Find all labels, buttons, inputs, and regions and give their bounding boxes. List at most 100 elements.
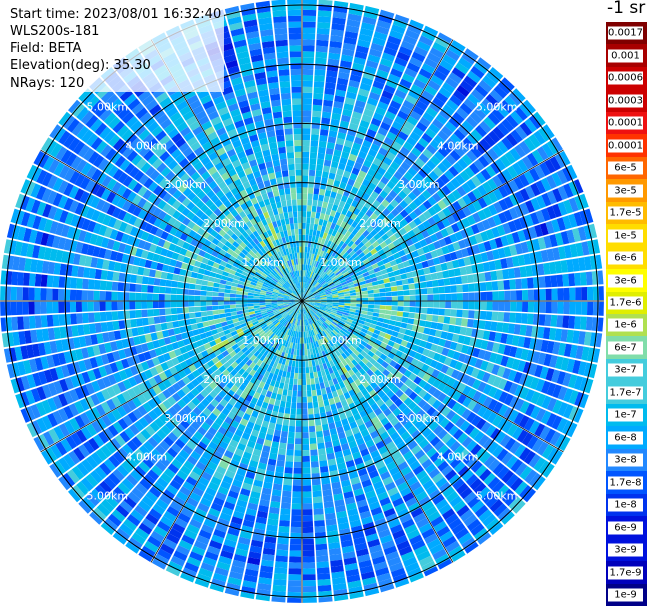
- range-gate-cell: [295, 361, 299, 368]
- range-gate-cell: [255, 343, 262, 351]
- range-gate-cell: [313, 305, 320, 309]
- range-gate-cell: [92, 507, 107, 522]
- range-gate-cell: [333, 279, 340, 285]
- range-gate-cell: [153, 525, 168, 538]
- range-gate-cell: [485, 362, 495, 373]
- range-gate-cell: [297, 396, 302, 403]
- range-gate-cell: [305, 228, 310, 235]
- range-gate-cell: [521, 156, 534, 170]
- range-gate-cell: [58, 289, 65, 301]
- range-gate-cell: [315, 313, 321, 319]
- range-gate-cell: [394, 89, 407, 100]
- range-gate-cell: [52, 301, 59, 314]
- range-gate-cell: [534, 251, 543, 263]
- range-gate-cell: [539, 301, 546, 313]
- range-gate-cell: [315, 254, 320, 262]
- range-gate-cell: [276, 375, 282, 383]
- range-gate-cell: [367, 97, 379, 107]
- range-gate-cell: [326, 221, 332, 228]
- range-gate-cell: [355, 325, 363, 331]
- range-gate-cell: [327, 58, 340, 66]
- range-gate-cell: [357, 39, 371, 48]
- range-gate-cell: [180, 572, 195, 583]
- range-gate-cell: [432, 379, 442, 389]
- range-gate-cell: [128, 537, 143, 550]
- range-gate-cell: [429, 328, 437, 337]
- range-gate-cell: [416, 361, 425, 370]
- range-gate-cell: [496, 448, 509, 462]
- range-gate-cell: [320, 325, 325, 331]
- range-gate-cell: [446, 261, 454, 270]
- range-gate-cell: [300, 308, 302, 314]
- range-gate-cell: [424, 342, 433, 350]
- range-gate-cell: [333, 445, 342, 453]
- range-gate-cell: [379, 58, 393, 68]
- range-gate-cell: [451, 301, 458, 309]
- range-gate-cell: [176, 301, 183, 308]
- range-gate-cell: [514, 144, 526, 158]
- range-gate-cell: [293, 306, 298, 312]
- range-gate-cell: [288, 347, 292, 355]
- range-gate-cell: [276, 543, 289, 551]
- range-gate-cell: [362, 258, 370, 265]
- range-gate-cell: [295, 420, 302, 427]
- range-gate-cell: [421, 90, 435, 101]
- range-gate-cell: [160, 472, 172, 484]
- range-gate-cell: [320, 293, 326, 296]
- range-gate-cell: [405, 562, 420, 573]
- range-gate-cell: [306, 223, 310, 230]
- range-gate-cell: [364, 134, 375, 143]
- range-gate-cell: [509, 147, 521, 161]
- range-gate-cell: [498, 212, 508, 224]
- range-gate-cell: [432, 96, 445, 108]
- range-gate-cell: [325, 328, 331, 334]
- range-gate-cell: [417, 268, 425, 276]
- range-gate-cell: [451, 522, 466, 535]
- range-gate-cell: [247, 295, 254, 299]
- range-gate-cell: [326, 524, 338, 532]
- range-gate-cell: [287, 389, 293, 397]
- range-gate-cell: [382, 377, 391, 386]
- range-gate-cell: [517, 254, 526, 266]
- range-gate-cell: [189, 283, 196, 290]
- range-gate-cell: [206, 403, 216, 413]
- range-gate-cell: [115, 504, 130, 518]
- range-gate-cell: [412, 367, 421, 376]
- range-gate-cell: [367, 398, 376, 406]
- range-gate-cell: [323, 329, 329, 336]
- range-gate-cell: [195, 481, 207, 492]
- range-gate-cell: [358, 234, 366, 242]
- range-gate-cell: [271, 441, 280, 449]
- range-gate-cell: [378, 14, 393, 24]
- range-gate-cell: [319, 291, 326, 295]
- range-gate-cell: [302, 485, 312, 492]
- range-gate-cell: [519, 102, 533, 117]
- range-gate-cell: [421, 363, 430, 373]
- range-gate-cell: [403, 141, 414, 152]
- range-gate-cell: [422, 245, 431, 254]
- range-gate-cell: [541, 444, 554, 459]
- range-gate-cell: [372, 354, 380, 362]
- range-gate-cell: [447, 192, 457, 204]
- range-gate-cell: [508, 91, 523, 106]
- range-gate-cell: [348, 313, 355, 318]
- range-gate-cell: [444, 253, 452, 262]
- range-gate-cell: [302, 295, 307, 301]
- range-gate-cell: [544, 428, 556, 443]
- range-gate-cell: [248, 551, 262, 560]
- range-gate-cell: [369, 357, 377, 365]
- range-gate-cell: [349, 259, 356, 266]
- range-gate-cell: [259, 296, 266, 299]
- range-gate-cell: [332, 299, 339, 301]
- range-gate-cell: [340, 60, 352, 69]
- range-gate-cell: [314, 303, 321, 306]
- range-gate-cell: [253, 303, 260, 306]
- range-gate-cell: [420, 413, 431, 423]
- range-gate-cell: [302, 264, 304, 271]
- range-gate-cell: [503, 182, 514, 195]
- range-gate-cell: [409, 56, 423, 68]
- range-gate-cell: [422, 443, 434, 454]
- range-gate-cell: [507, 165, 518, 179]
- range-gate-cell: [324, 276, 331, 282]
- range-gate-cell: [263, 439, 272, 447]
